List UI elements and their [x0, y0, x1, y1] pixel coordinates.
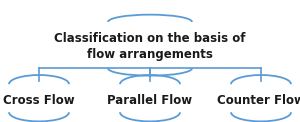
Text: Counter Flow: Counter Flow	[217, 94, 300, 107]
Text: Classification on the basis of
flow arrangements: Classification on the basis of flow arra…	[54, 32, 246, 61]
Text: Cross Flow: Cross Flow	[3, 94, 75, 107]
Text: Parallel Flow: Parallel Flow	[107, 94, 193, 107]
